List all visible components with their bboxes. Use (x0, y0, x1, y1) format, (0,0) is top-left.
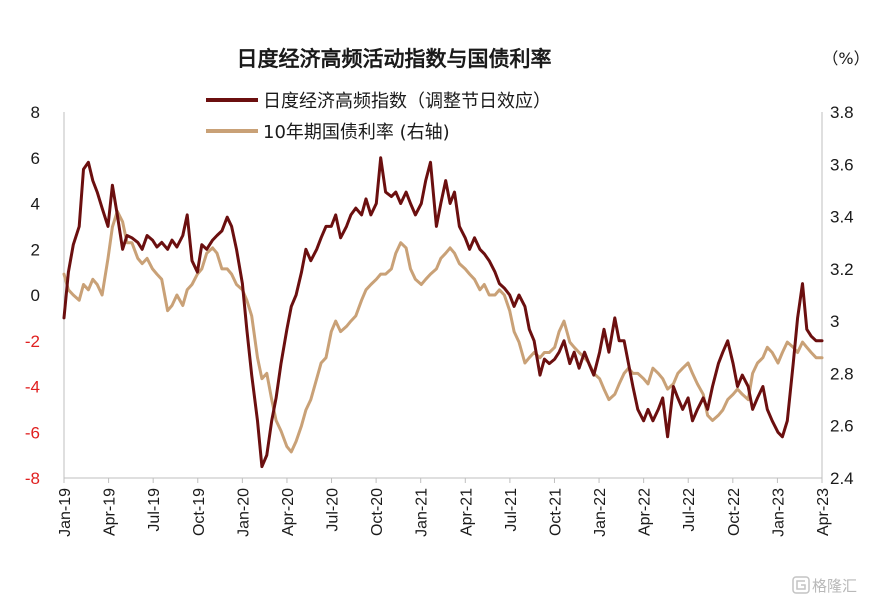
left-axis-ticks: 8 6 4 2 0 -2 -4 -6 -8 (25, 103, 40, 488)
legend-label: 日度经济高频指数（调整节日效应） (263, 91, 551, 112)
right-axis-unit: （%） (822, 49, 869, 68)
right-tick-label: 3.6 (830, 155, 854, 174)
x-tick-label: Apr-21 (458, 488, 475, 536)
left-tick-label: 4 (31, 195, 40, 214)
right-axis-ticks: 3.8 3.6 3.4 3.2 3 2.8 2.6 2.4 (830, 103, 854, 488)
left-tick-label: -8 (25, 469, 40, 488)
left-tick-label: -6 (25, 423, 40, 442)
x-tick-label: Jan-22 (592, 488, 609, 537)
watermark: 格隆汇 (792, 576, 857, 595)
right-tick-label: 3.2 (830, 260, 854, 279)
x-tick-label: Apr-23 (815, 488, 832, 536)
x-tick-label: Jan-20 (235, 488, 252, 537)
watermark-text: 格隆汇 (812, 577, 857, 595)
series-line-activity-index (62, 156, 824, 469)
right-tick-label: 3.4 (830, 208, 854, 227)
x-tick-label: Jul-20 (325, 488, 342, 532)
x-tick-label: Apr-22 (637, 488, 654, 536)
x-axis-ticks: Jan-19 Apr-19 Jul-19 Oct-19 Jan-20 Apr-20 Jul-… (57, 478, 832, 537)
x-tick-label: Oct-19 (191, 488, 208, 536)
x-tick-label: Jul-22 (681, 488, 698, 532)
watermark-logo-icon (792, 576, 810, 594)
left-tick-label: 8 (31, 103, 40, 122)
chart-title: 日度经济高频活动指数与国债利率 (237, 47, 552, 71)
x-tick-label: Jul-19 (146, 488, 163, 532)
x-tick-label: Jan-19 (57, 488, 74, 537)
x-tick-label: Apr-20 (280, 488, 297, 536)
x-tick-label: Jan-21 (414, 488, 431, 537)
right-tick-label: 3.8 (830, 103, 854, 122)
x-tick-label: Oct-22 (726, 488, 743, 536)
x-tick-label: Oct-21 (547, 488, 564, 536)
legend-label: 10年期国债利率 (右轴) (263, 122, 450, 143)
axes (63, 112, 823, 479)
left-tick-label: 6 (31, 149, 40, 168)
right-tick-label: 3 (830, 312, 839, 331)
left-tick-label: 0 (31, 286, 40, 305)
right-tick-label: 2.6 (830, 417, 854, 436)
left-tick-label: 2 (31, 240, 40, 259)
right-tick-label: 2.4 (830, 469, 854, 488)
x-tick-label: Oct-20 (369, 488, 386, 536)
legend: 日度经济高频指数（调整节日效应） 10年期国债利率 (右轴) (206, 91, 551, 143)
right-tick-label: 2.8 (830, 364, 854, 383)
x-tick-label: Jan-23 (770, 488, 787, 537)
x-tick-label: Apr-19 (102, 488, 119, 536)
series-line-bond-yield (62, 209, 824, 454)
x-tick-label: Jul-21 (503, 488, 520, 532)
left-tick-label: -2 (25, 332, 40, 351)
series-layer (62, 156, 824, 469)
left-tick-label: -4 (25, 378, 40, 397)
